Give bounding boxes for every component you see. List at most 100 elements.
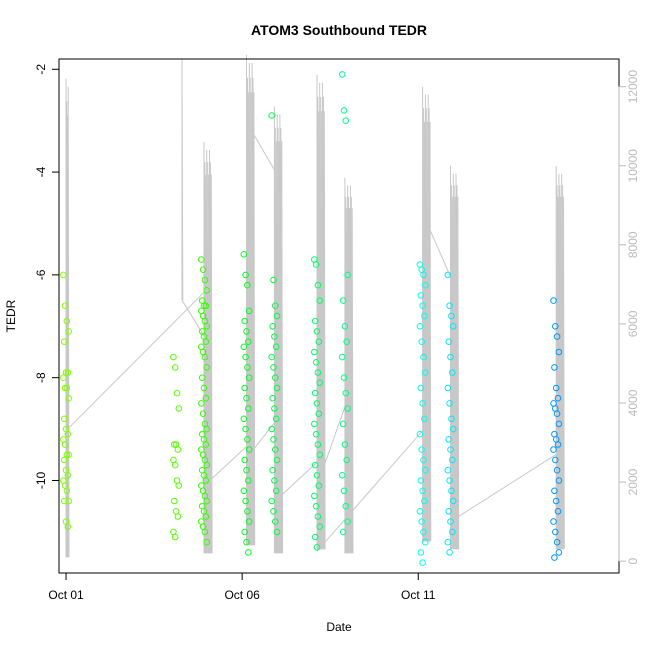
tedr-point	[316, 379, 324, 387]
tedr-point	[340, 107, 348, 114]
tedr-point	[199, 410, 207, 418]
tedr-point	[60, 271, 67, 279]
chart-title: ATOM3 Southbound TEDR	[251, 22, 427, 38]
tedr-point	[342, 117, 350, 124]
tedr-point	[420, 353, 427, 361]
tedr-point	[311, 461, 319, 469]
tedr-point	[552, 528, 559, 536]
tedr-point	[244, 364, 251, 371]
tedr-point	[314, 513, 322, 520]
tedr-point	[202, 513, 210, 520]
tedr-point	[311, 492, 318, 500]
tedr-point	[340, 374, 348, 382]
tedr-point	[311, 317, 319, 325]
tedr-point	[64, 472, 72, 479]
tedr-point	[243, 394, 250, 402]
tedr-point	[241, 456, 248, 464]
tedr-point	[60, 338, 68, 346]
background-line-spike	[457, 196, 460, 550]
tedr-point	[199, 266, 207, 274]
tedr-point	[419, 400, 426, 407]
tedr-point	[552, 456, 559, 464]
tedr-point	[60, 497, 68, 505]
tedr-point	[312, 261, 320, 268]
tedr-point	[270, 276, 277, 284]
point-layer	[60, 71, 563, 567]
tedr-point	[448, 487, 455, 495]
tedr-point	[341, 441, 349, 448]
tedr-point	[444, 271, 452, 279]
tedr-point	[338, 353, 346, 361]
background-line-connector	[246, 122, 275, 170]
tedr-point	[312, 359, 320, 366]
tedr-point	[198, 400, 205, 407]
tedr-point	[202, 441, 210, 448]
tedr-point	[198, 256, 205, 263]
tedr-point	[449, 456, 456, 464]
tedr-point	[449, 369, 456, 376]
tedr-point	[202, 302, 210, 310]
left-axis-tick-label: -10	[34, 471, 48, 489]
tedr-point	[200, 302, 208, 310]
tedr-point	[421, 497, 428, 505]
tedr-point	[244, 436, 251, 443]
tedr-point	[445, 338, 453, 346]
tedr-point	[242, 271, 249, 279]
tedr-point	[313, 400, 321, 407]
tedr-point	[171, 364, 179, 371]
tedr-point	[444, 384, 452, 392]
tedr-point	[445, 436, 453, 443]
tedr-point	[312, 502, 320, 510]
tedr-point	[245, 374, 253, 382]
tedr-point	[269, 466, 276, 474]
tedr-point	[242, 425, 249, 433]
x-axis-tick-label: Oct 01	[48, 588, 84, 602]
tedr-point	[311, 348, 318, 356]
right-axis-tick-label: 8000	[626, 231, 640, 258]
tedr-point	[270, 508, 277, 515]
tedr-point	[550, 446, 557, 453]
tedr-point	[273, 312, 281, 320]
tedr-point	[270, 364, 277, 371]
tedr-point	[343, 338, 351, 346]
tedr-point	[555, 420, 563, 428]
tedr-point	[551, 554, 558, 561]
tedr-point	[201, 276, 209, 284]
tedr-point	[416, 323, 424, 330]
background-line-spike	[281, 141, 284, 554]
tedr-point	[553, 410, 561, 418]
tedr-point	[198, 374, 206, 382]
tedr-point	[554, 441, 562, 448]
tedr-point	[418, 338, 426, 346]
tedr-point	[244, 281, 251, 289]
right-axis-tick-label: 2000	[626, 468, 640, 495]
tedr-point	[64, 369, 72, 376]
tedr-point	[416, 508, 424, 515]
tedr-point	[65, 328, 72, 335]
background-line-connector	[316, 430, 423, 552]
tedr-point	[419, 487, 426, 495]
tedr-point	[338, 71, 346, 78]
tedr-point	[245, 549, 252, 556]
tedr-point	[203, 461, 210, 469]
tedr-point	[552, 384, 560, 392]
tedr-point	[243, 466, 250, 474]
tedr-point	[242, 353, 249, 361]
tedr-point	[272, 415, 280, 423]
tedr-point	[553, 466, 561, 474]
tedr-point	[316, 523, 324, 531]
tedr-point	[314, 369, 322, 376]
tedr-point	[421, 312, 428, 320]
tedr-point	[417, 292, 425, 299]
tedr-point	[60, 456, 68, 464]
tedr-point	[446, 302, 453, 310]
tedr-point	[63, 317, 71, 325]
left-axis-tick-label: -2	[34, 64, 48, 75]
tedr-point	[202, 394, 210, 402]
tedr-point	[62, 369, 70, 376]
y-axis-title: TEDR	[4, 299, 18, 332]
tedr-point	[245, 518, 253, 525]
tedr-point	[422, 466, 429, 474]
tedr-point	[420, 271, 427, 279]
